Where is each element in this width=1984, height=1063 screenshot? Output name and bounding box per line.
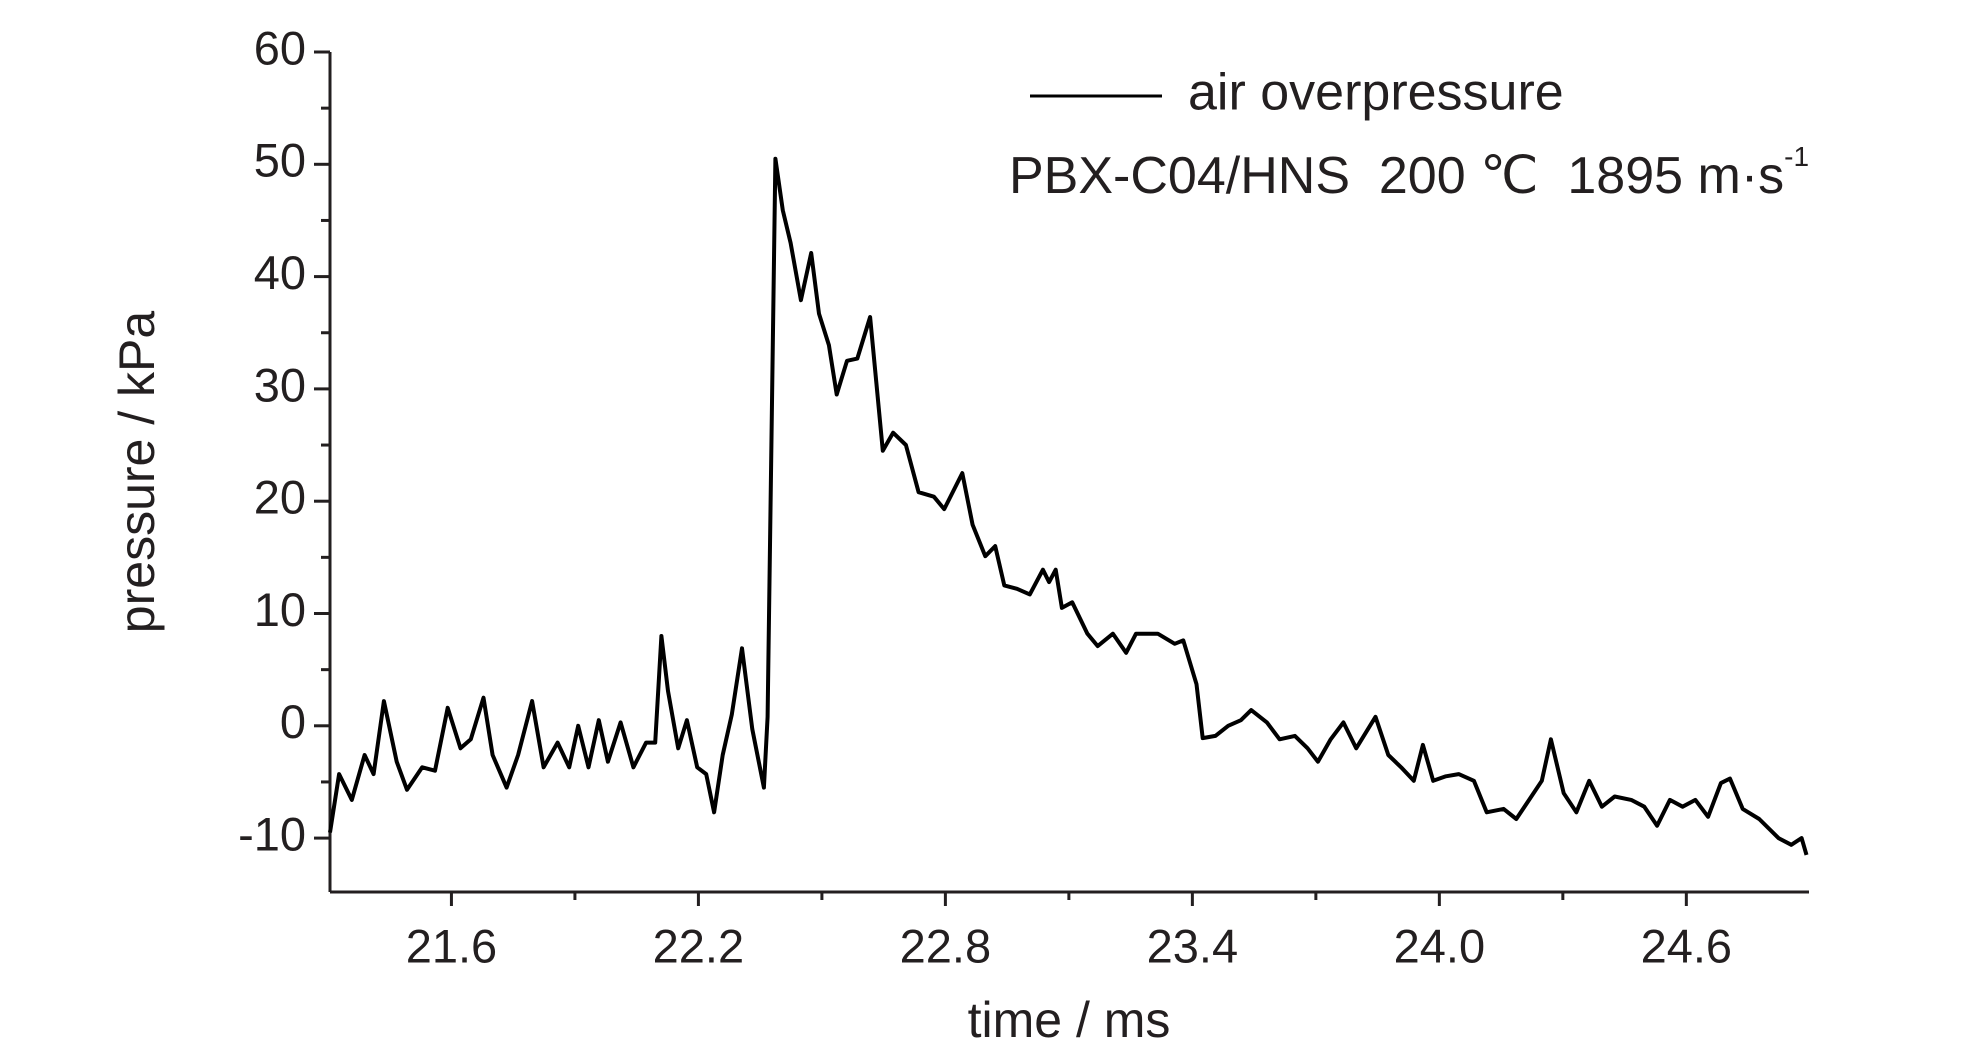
- y-tick-label: 10: [254, 583, 306, 636]
- y-tick-label: 0: [280, 695, 306, 748]
- annotation-superscript: -1: [1784, 141, 1809, 172]
- y-tick-label: -10: [238, 808, 306, 861]
- y-tick-label: 20: [254, 471, 306, 524]
- x-tick-label: 21.6: [406, 919, 497, 972]
- x-tick-label: 22.2: [653, 919, 744, 972]
- x-tick-label: 24.6: [1641, 919, 1732, 972]
- x-tick-label: 22.8: [900, 919, 991, 972]
- x-tick-label: 23.4: [1147, 919, 1238, 972]
- annotation: PBX-C04/HNS 200 ℃ 1895 m·s-1: [1009, 141, 1809, 204]
- data-line: [328, 156, 1809, 856]
- x-tick-label: 24.0: [1394, 919, 1485, 972]
- y-tick-label: 60: [254, 21, 306, 74]
- y-tick-label: 50: [254, 134, 306, 187]
- y-tick-label: 30: [254, 358, 306, 411]
- annotation-text: PBX-C04/HNS 200 ℃ 1895 m·s: [1009, 147, 1784, 205]
- y-tick-label: 40: [254, 246, 306, 299]
- y-axis-label: pressure / kPa: [109, 311, 165, 634]
- x-axis-label: time / ms: [968, 992, 1171, 1048]
- legend-label: air overpressure: [1188, 64, 1564, 122]
